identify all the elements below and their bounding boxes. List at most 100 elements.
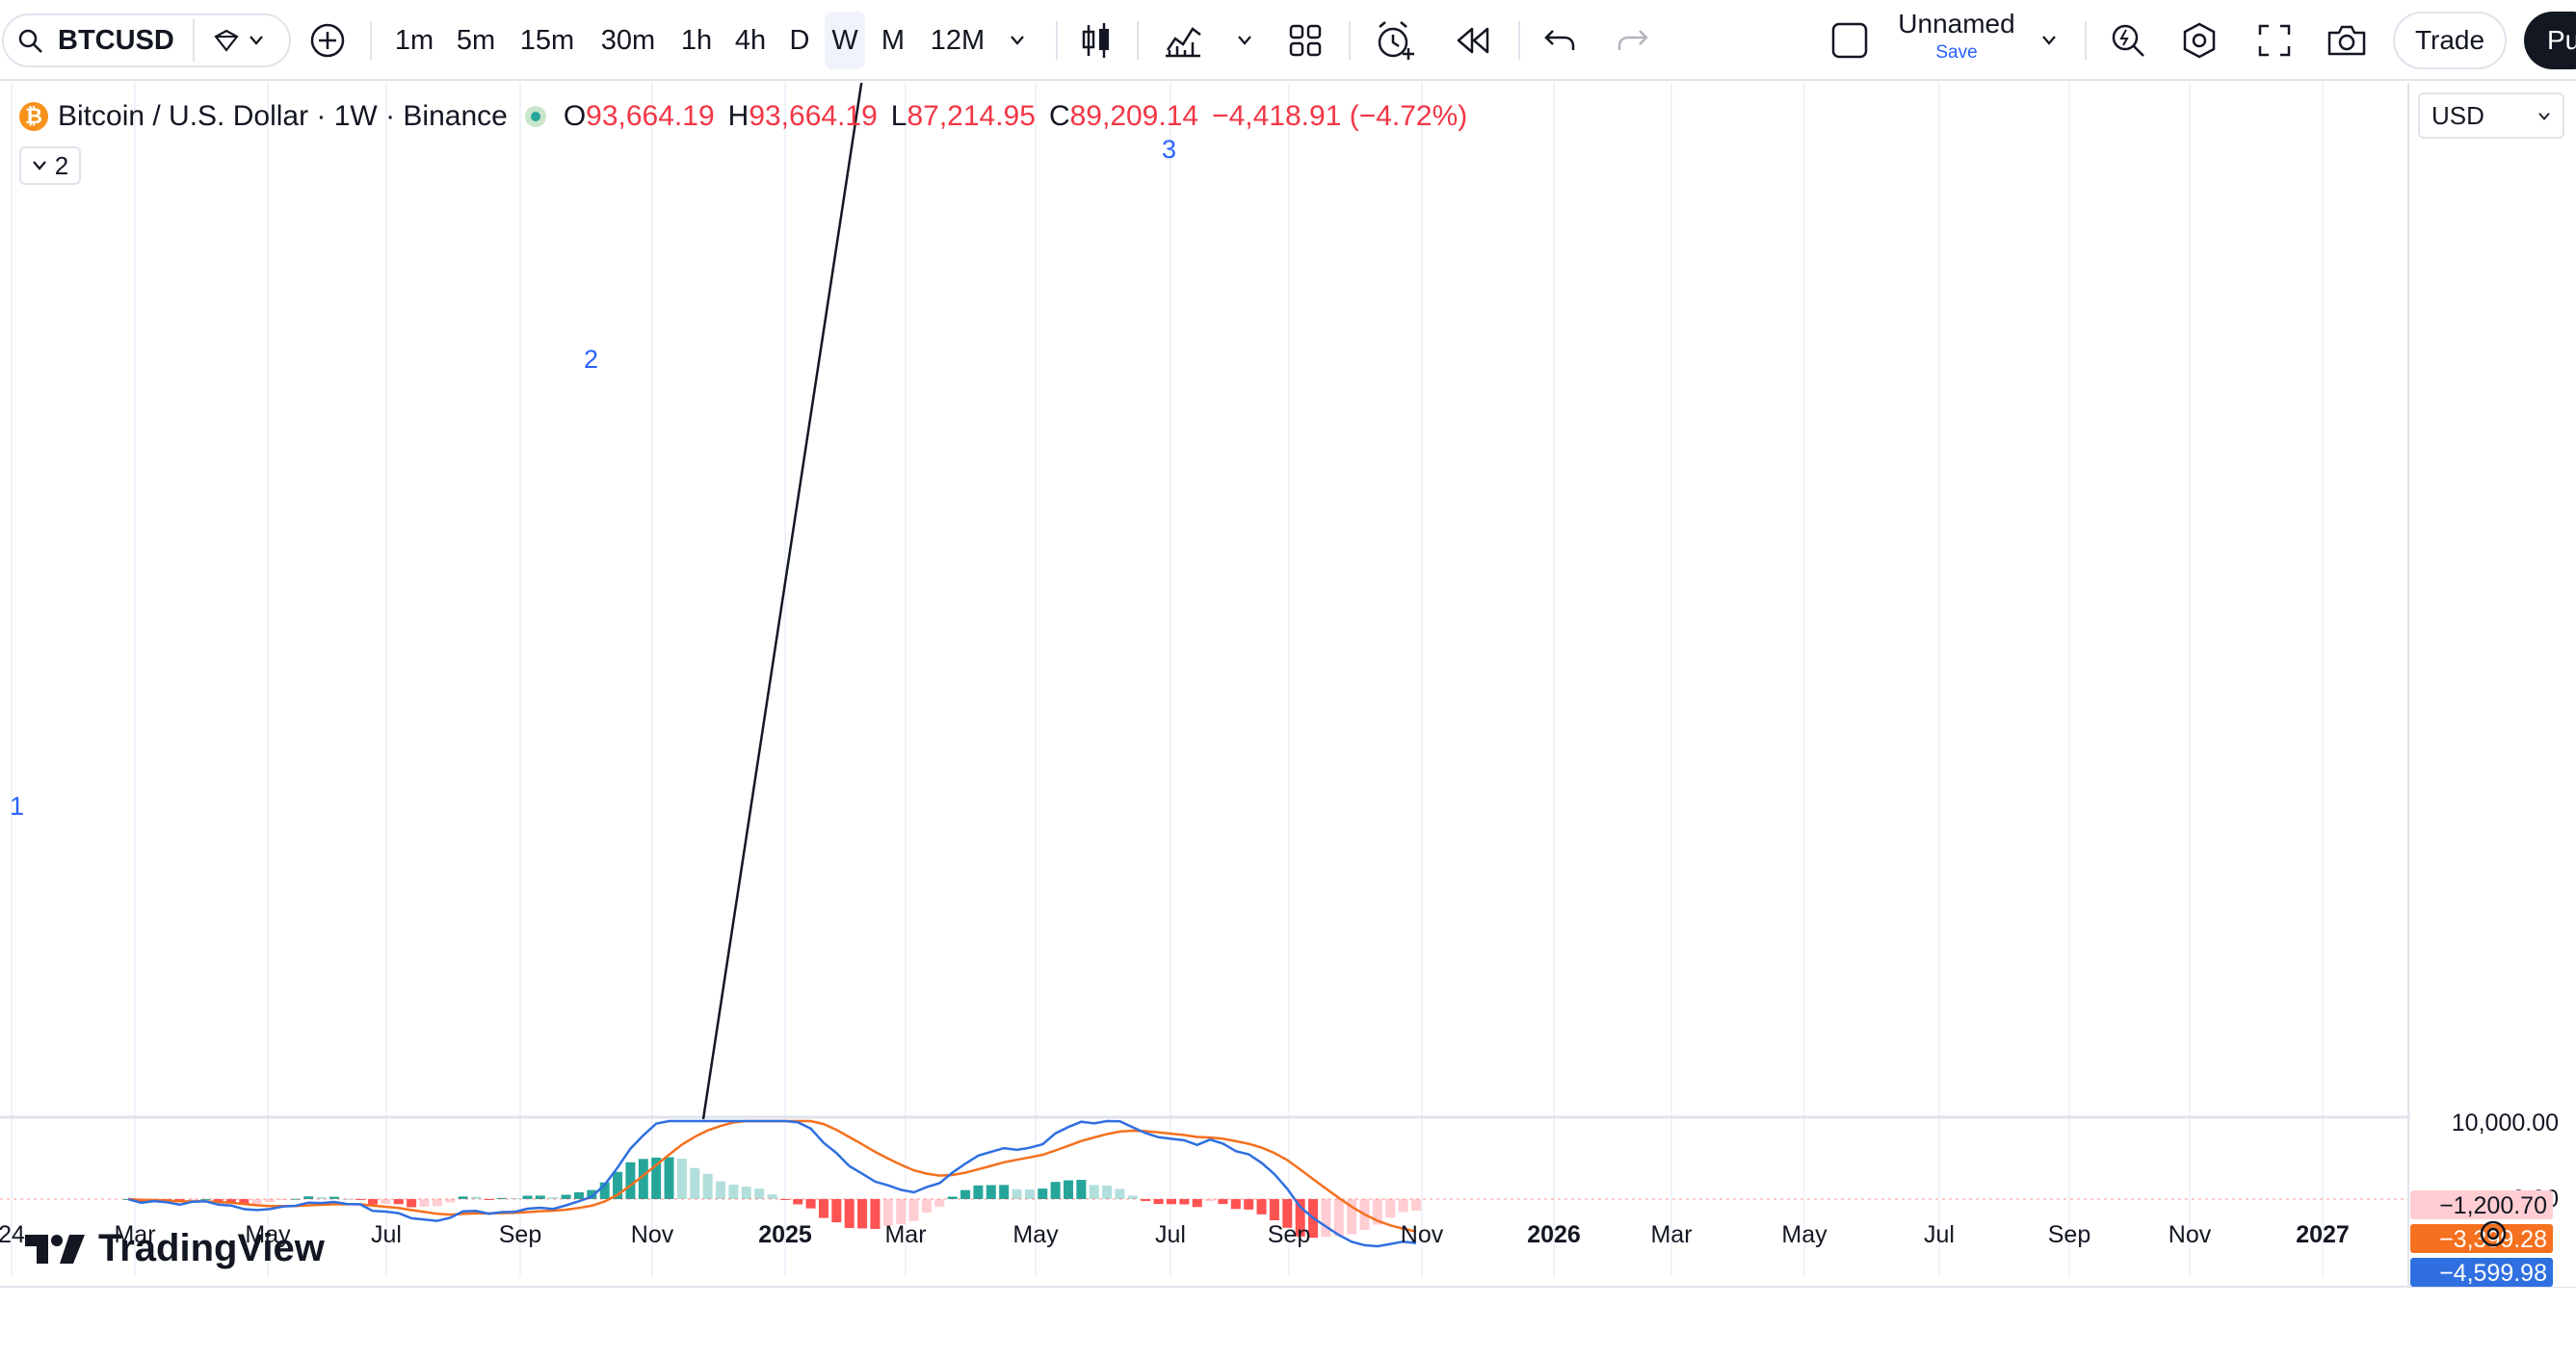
time-label: 24: [0, 1221, 25, 1248]
tradingview-logo[interactable]: TradingView: [25, 1227, 325, 1270]
layout-name[interactable]: Unnamed: [1898, 9, 2015, 39]
price-axis-bg: [2410, 83, 2576, 1287]
interval-15m[interactable]: 15m: [519, 24, 575, 56]
macd-hist-bar: [561, 1194, 571, 1199]
macd-hist-bar: [947, 1196, 958, 1199]
layouts-button[interactable]: [1281, 12, 1329, 69]
interval-4h[interactable]: 4h: [734, 24, 767, 56]
indicators-collapse-button[interactable]: 2: [19, 146, 81, 185]
interval-1h[interactable]: 1h: [680, 24, 713, 56]
macd-hist-bar: [1102, 1186, 1113, 1199]
fullscreen-button[interactable]: [2250, 12, 2299, 69]
macd-hist-bar: [1295, 1199, 1305, 1237]
macd-hist-bar: [934, 1199, 945, 1207]
symbol-search[interactable]: BTCUSD: [2, 13, 291, 67]
macd-hist-bar: [484, 1199, 494, 1200]
chevron-down-icon: [250, 36, 263, 45]
chart-canvas[interactable]: 0.00% (125,74438.20% (83,253.08)50.00% (…: [0, 83, 2576, 1358]
chevron-down-icon: [1011, 36, 1024, 45]
trade-button[interactable]: Trade: [2393, 12, 2507, 69]
interval-dropdown[interactable]: [998, 12, 1037, 69]
interval-1m[interactable]: 1m: [394, 24, 434, 56]
undo-button[interactable]: [1536, 12, 1584, 69]
time-label: May: [1012, 1221, 1059, 1248]
macd-hist-bar: [187, 1199, 197, 1200]
layout-dropdown[interactable]: [2035, 12, 2063, 69]
macd-hist-bar: [986, 1185, 996, 1199]
indicators-dropdown[interactable]: [1229, 12, 1260, 69]
publish-button[interactable]: Pu: [2524, 12, 2576, 69]
chart-area[interactable]: 0.00% (125,74438.20% (83,253.08)50.00% (…: [0, 83, 2576, 1358]
save-label[interactable]: Save: [1935, 42, 1978, 63]
close-value: 89,209.14: [1069, 100, 1199, 132]
support-trendline: [701, 83, 863, 1120]
macd-hist-bar: [1347, 1199, 1357, 1235]
chevron-down-icon: [2042, 36, 2056, 45]
candle-type-button[interactable]: [1073, 12, 1119, 69]
gear-icon: [2183, 22, 2216, 59]
square-icon: [1831, 22, 1868, 59]
time-label: Jul: [1924, 1221, 1955, 1248]
macd-hist-bar: [316, 1197, 327, 1199]
rewind-icon: [1457, 27, 1489, 54]
macd-hist-bar: [407, 1199, 417, 1208]
quick-search-button[interactable]: [2104, 12, 2152, 69]
macd-hist-bar: [1050, 1182, 1061, 1199]
camera-icon: [2327, 25, 2366, 56]
axis-settings-icon[interactable]: [2480, 1220, 2507, 1247]
price-axis: 10,000.000.00High125,761.3197,139.93BTCU…: [2410, 83, 2576, 1287]
interval-d[interactable]: D: [789, 24, 810, 56]
redo-icon: [1617, 30, 1648, 50]
top-toolbar: BTCUSD 1m 5m 15m 30m 1h 4h D W M 12M: [0, 0, 2576, 81]
interval-12m[interactable]: 12M: [930, 24, 986, 56]
macd-hist-bar: [419, 1199, 430, 1207]
layout-checkbox[interactable]: [1827, 12, 1873, 69]
legend-title[interactable]: Bitcoin / U.S. Dollar · 1W · Binance: [58, 100, 508, 132]
macd-hist-bar: [522, 1195, 533, 1199]
high-label: H: [727, 100, 749, 132]
interval-5m[interactable]: 5m: [456, 24, 496, 56]
macd-hist-bar: [1141, 1199, 1151, 1202]
macd-hist-bar: [716, 1181, 726, 1199]
candles-icon: [1082, 23, 1109, 58]
macd-hist-bar: [973, 1185, 984, 1199]
time-label: Nov: [1401, 1221, 1444, 1248]
macd-tick-top: 10,000.00: [2452, 1110, 2559, 1136]
macd-hist-bar: [999, 1185, 1010, 1199]
replay-button[interactable]: [1445, 12, 1499, 69]
macd-hist-bar: [1012, 1188, 1022, 1199]
macd-hist-bar: [368, 1199, 379, 1205]
macd-hist-bar: [458, 1196, 468, 1199]
time-label: Mar: [114, 1221, 155, 1248]
interval-30m[interactable]: 30m: [600, 24, 656, 56]
alert-button[interactable]: [1368, 12, 1422, 69]
compare-icon[interactable]: [212, 29, 241, 54]
macd-hist-bar: [754, 1188, 765, 1199]
alarm-clock-icon: [1378, 21, 1414, 60]
macd-hist-bar: [1256, 1199, 1267, 1214]
currency-select[interactable]: USD: [2418, 92, 2564, 139]
macd-signal-line: [127, 1119, 1417, 1233]
open-label: O: [563, 100, 587, 132]
macd-hist-bar: [1333, 1199, 1344, 1237]
screenshot-button[interactable]: [2320, 12, 2374, 69]
macd-hist-bar: [1192, 1199, 1202, 1208]
indicators-button[interactable]: [1156, 12, 1210, 69]
symbol-name: BTCUSD: [58, 24, 174, 56]
add-symbol-button[interactable]: [302, 12, 353, 69]
grid-lines: [0, 83, 2576, 1288]
macd-hist-bar: [896, 1199, 907, 1225]
time-label: Nov: [2169, 1221, 2212, 1248]
settings-button[interactable]: [2175, 12, 2223, 69]
macd-hist-bar: [303, 1196, 314, 1199]
macd-hist-bar: [510, 1197, 520, 1199]
macd-hist-bar: [1218, 1199, 1228, 1205]
macd-hist-bar: [908, 1199, 919, 1221]
interval-m[interactable]: M: [881, 24, 906, 56]
redo-button[interactable]: [1609, 12, 1657, 69]
interval-w[interactable]: W: [825, 12, 865, 69]
macd-hist-bar: [1127, 1195, 1138, 1199]
market-status-icon: [524, 106, 546, 127]
wave-label-2: 2: [584, 345, 598, 374]
macd-hist-bar: [1064, 1180, 1074, 1199]
